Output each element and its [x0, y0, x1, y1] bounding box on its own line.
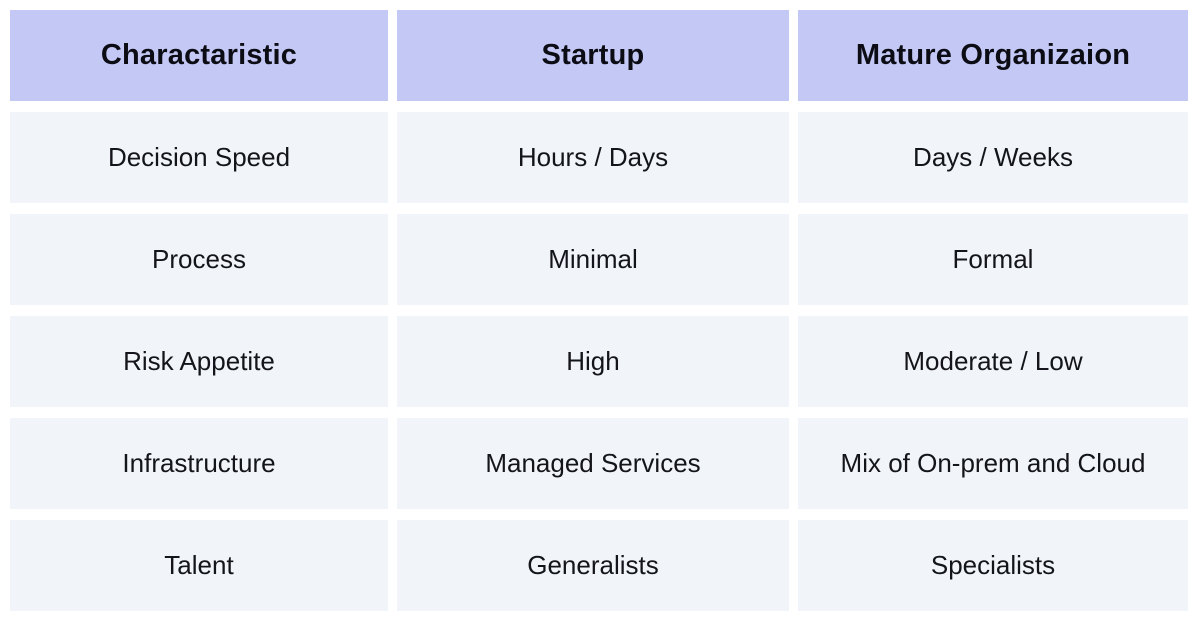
cell-process-startup: Minimal [397, 214, 789, 305]
header-cell-startup: Startup [397, 10, 789, 101]
cell-risk-appetite-mature: Moderate / Low [798, 316, 1188, 407]
cell-talent-label: Talent [10, 520, 388, 611]
cell-risk-appetite-label: Risk Appetite [10, 316, 388, 407]
cell-infrastructure-label: Infrastructure [10, 418, 388, 509]
header-cell-characteristic: Charactaristic [10, 10, 388, 101]
cell-talent-startup: Generalists [397, 520, 789, 611]
cell-decision-speed-startup: Hours / Days [397, 112, 789, 203]
cell-infrastructure-mature: Mix of On-prem and Cloud [798, 418, 1188, 509]
cell-decision-speed-label: Decision Speed [10, 112, 388, 203]
cell-talent-mature: Specialists [798, 520, 1188, 611]
header-cell-mature-organization: Mature Organizaion [798, 10, 1188, 101]
table-grid: Charactaristic Startup Mature Organizaio… [10, 10, 1188, 611]
cell-process-mature: Formal [798, 214, 1188, 305]
cell-risk-appetite-startup: High [397, 316, 789, 407]
comparison-table: Charactaristic Startup Mature Organizaio… [10, 10, 1188, 611]
cell-infrastructure-startup: Managed Services [397, 418, 789, 509]
cell-process-label: Process [10, 214, 388, 305]
cell-decision-speed-mature: Days / Weeks [798, 112, 1188, 203]
